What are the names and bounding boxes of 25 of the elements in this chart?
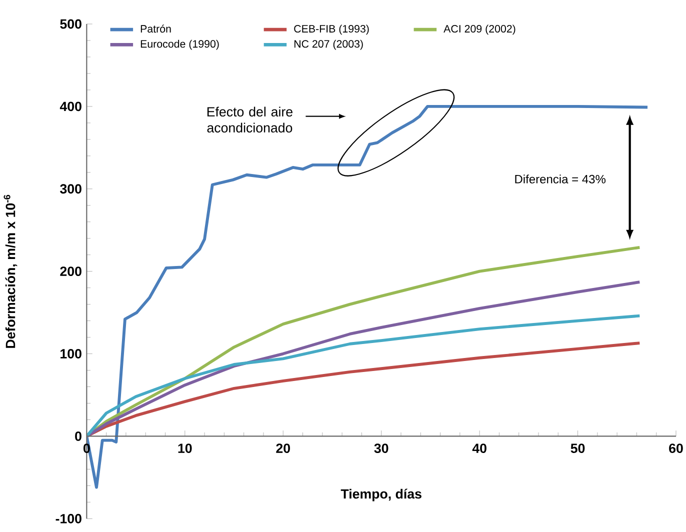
legend-label: NC 207 (2003) [294, 40, 363, 50]
x-axis-title: Tiempo, días [340, 488, 422, 502]
x-tick-label: 10 [178, 444, 192, 454]
y-tick-label: 200 [60, 266, 82, 276]
line-series [86, 342, 642, 438]
legend-label: ACI 209 (2002) [444, 24, 516, 35]
x-tick-label: 50 [570, 444, 585, 454]
legend-label: Eurocode (1990) [140, 40, 219, 50]
x-tick-label: 20 [276, 444, 290, 454]
x-tick-label: 40 [472, 444, 486, 454]
x-tick-label: 60 [669, 444, 683, 454]
y-tick-label: -100 [56, 514, 82, 524]
annotation: Diferencia = 43% [515, 174, 606, 184]
legend-label: Patrón [140, 24, 171, 33]
y-tick-label: 0 [75, 431, 82, 441]
legend-label: CEB-FIB (1993) [294, 24, 369, 35]
line-series [86, 280, 642, 438]
x-tick-label: 30 [374, 444, 388, 454]
y-tick-label: 100 [60, 349, 82, 358]
line-series [86, 314, 642, 438]
y-axis-title: Deformación, m/m x 10$^{-6}$ [4, 194, 18, 348]
y-tick-label: 500 [60, 19, 82, 29]
annotation: Efecto del aire acondicionado [207, 106, 292, 133]
y-tick-label: 400 [60, 102, 82, 112]
y-tick-label: 300 [60, 184, 82, 194]
